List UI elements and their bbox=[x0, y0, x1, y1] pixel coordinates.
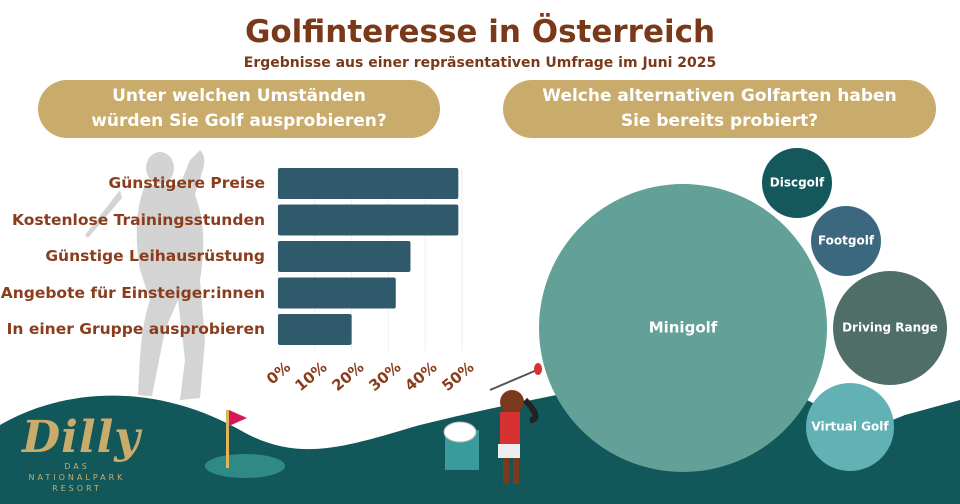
left-question: Unter welchen Umständen würden Sie Golf … bbox=[91, 86, 387, 131]
category-label: Günstigere Preise bbox=[108, 174, 265, 192]
page-title: Golfinteresse in Österreich bbox=[244, 14, 716, 50]
bubble bbox=[833, 271, 947, 385]
bubble-label: Footgolf bbox=[818, 234, 875, 248]
bubble-label: Virtual Golf bbox=[811, 420, 889, 434]
bubble bbox=[762, 148, 832, 218]
category-label: In einer Gruppe ausprobieren bbox=[6, 320, 265, 338]
logo-word: Dilly bbox=[22, 412, 141, 463]
category-label: Günstige Leihausrüstung bbox=[45, 247, 265, 265]
bubble-label: Driving Range bbox=[842, 321, 938, 335]
bar bbox=[278, 277, 396, 309]
category-label: Kostenlose Trainingsstunden bbox=[11, 210, 265, 229]
bubble-label: Minigolf bbox=[649, 319, 718, 337]
left-question-banner: Unter welchen Umständen würden Sie Golf … bbox=[38, 80, 440, 138]
bubble bbox=[811, 206, 881, 276]
bar bbox=[278, 314, 352, 345]
bubble bbox=[539, 184, 827, 472]
bar bbox=[278, 241, 411, 272]
category-label: Angebote für Einsteiger:innen bbox=[0, 283, 265, 302]
dilly-logo: Dilly DAS NATIONALPARK RESORT bbox=[22, 412, 141, 494]
right-question-banner: Welche alternativen Golfarten haben Sie … bbox=[503, 80, 936, 138]
bar bbox=[278, 204, 459, 236]
right-question: Welche alternativen Golfarten haben Sie … bbox=[542, 86, 897, 131]
bubble-label: Discgolf bbox=[770, 176, 825, 190]
flag-icon bbox=[205, 410, 285, 478]
golfer-illustration bbox=[443, 363, 542, 484]
logo-tagline: DAS NATIONALPARK RESORT bbox=[28, 462, 126, 493]
page-subtitle: Ergebnisse aus einer repräsentativen Umf… bbox=[243, 55, 717, 71]
golfer-silhouette bbox=[85, 150, 205, 400]
bar bbox=[278, 168, 459, 199]
bubble bbox=[806, 383, 894, 471]
